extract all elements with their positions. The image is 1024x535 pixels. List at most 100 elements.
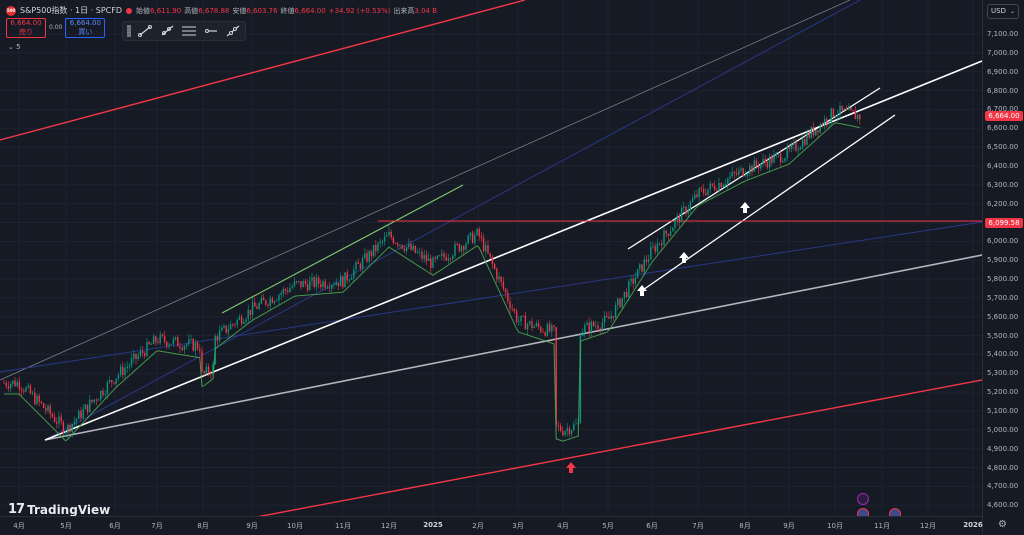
candle-body	[445, 256, 447, 261]
candle-body	[658, 243, 661, 245]
candle-body	[555, 327, 557, 426]
candle-body	[837, 114, 839, 117]
candle-body	[779, 153, 782, 163]
candle-body	[632, 278, 634, 284]
us-flag-event-icon[interactable]	[889, 508, 901, 516]
candle-body	[533, 326, 535, 328]
candle-body	[232, 324, 234, 325]
candle-body	[45, 408, 47, 411]
candle-body	[548, 324, 551, 332]
sell-price: 6,664.00	[10, 19, 42, 27]
candle-body	[828, 122, 830, 124]
candle-body	[119, 366, 122, 375]
candle-body	[64, 433, 67, 435]
candle-body	[273, 301, 276, 304]
candle-body	[221, 327, 223, 331]
candle-body	[441, 253, 443, 256]
candle-body	[348, 279, 351, 281]
candle-body	[463, 246, 465, 250]
candle-body	[247, 309, 249, 320]
candle-body	[130, 358, 133, 366]
time-tick-label: 4月	[557, 522, 569, 530]
price-chart[interactable]: 500 S&P500指数 · 1日 · SPCFD 始値6,611.90 高値6,…	[0, 0, 982, 516]
candle-body	[498, 276, 500, 280]
us-flag-event-icon[interactable]	[857, 508, 869, 516]
candle-body	[720, 182, 722, 188]
price-axis[interactable]: USD ⌄ 7,100.00 7,000.00 6,900.00 6,800.00 6,…	[982, 0, 1024, 534]
time-axis[interactable]: 4月 5月 6月 7月 8月 9月 10月 11月 12月 2025 2月 3月 4月 5月 6月 7月 8月 9…	[0, 516, 1007, 535]
candle-body	[826, 118, 828, 124]
candle-body	[738, 170, 740, 175]
candle-body	[742, 168, 744, 177]
horizontal-ray-tool-icon[interactable]	[203, 24, 219, 38]
candle-body	[793, 142, 795, 145]
indicators-toggle[interactable]: ⌄ 5	[8, 43, 21, 51]
candle-body	[49, 405, 51, 415]
candle-body	[804, 139, 806, 145]
candle-body	[705, 193, 707, 195]
candle-body	[207, 366, 210, 374]
event-lightning-icon[interactable]	[857, 493, 869, 505]
candle-body	[113, 382, 115, 384]
candle-body	[309, 280, 311, 291]
candle-body	[526, 324, 529, 330]
candle-body	[172, 338, 175, 344]
candle-body	[694, 194, 696, 199]
candle-body	[408, 243, 410, 247]
extended-line-tool-icon[interactable]	[225, 24, 241, 38]
trend-line-tool-icon[interactable]	[137, 24, 153, 38]
candle-body	[328, 287, 331, 289]
candle-body	[669, 231, 672, 236]
candle-body	[117, 374, 120, 379]
sell-button[interactable]: 6,664.00 売り	[6, 18, 46, 38]
settings-gear-icon[interactable]: ⚙	[998, 519, 1007, 530]
drag-handle-icon[interactable]	[127, 25, 131, 37]
price-tick-label: 5,100.00	[987, 407, 1019, 415]
candle-body	[467, 235, 469, 244]
candle-body	[174, 337, 177, 339]
candle-body	[95, 399, 98, 401]
currency-selector[interactable]: USD ⌄	[987, 4, 1019, 19]
time-tick-label: 5月	[60, 522, 72, 530]
candle-body	[128, 365, 131, 367]
ohlc-key: 始値	[136, 6, 151, 15]
tradingview-logo[interactable]: 17 TradingView	[8, 502, 110, 516]
candle-body	[27, 385, 29, 388]
candle-body	[634, 278, 637, 284]
price-tick-label: 6,000.00	[987, 237, 1019, 246]
candles	[3, 101, 861, 439]
candle-body	[9, 383, 12, 389]
ray-tool-icon[interactable]	[159, 24, 175, 38]
price-tick-label: 6,300.00	[987, 180, 1019, 189]
candle-body	[201, 350, 203, 372]
candle-body	[801, 139, 804, 148]
candle-body	[786, 147, 788, 158]
chart-canvas[interactable]	[0, 0, 982, 516]
symbol-title[interactable]: S&P500指数 · 1日 · SPCFD	[20, 6, 123, 15]
price-tick-label: 6,500.00	[987, 143, 1019, 152]
candle-body	[427, 258, 430, 262]
candle-body	[749, 165, 751, 174]
candle-body	[78, 410, 80, 419]
candle-body	[269, 298, 271, 306]
candle-body	[676, 215, 678, 221]
candle-body	[159, 334, 161, 344]
time-tick-label: 7月	[692, 522, 704, 530]
candle-body	[434, 257, 436, 259]
candle-body	[841, 105, 843, 111]
candle-body	[102, 390, 104, 396]
candle-body	[216, 336, 219, 341]
candle-body	[71, 423, 73, 433]
ohlc-value: 6,664.00	[294, 6, 326, 15]
candle-body	[291, 286, 293, 289]
candle-body	[324, 281, 326, 288]
candle-body	[229, 324, 232, 330]
candle-body	[619, 298, 621, 308]
time-tick-label: 7月	[151, 522, 163, 530]
buy-button[interactable]: 6,664.00 買い	[65, 18, 106, 38]
candle-body	[768, 156, 771, 168]
drawing-toolbar	[122, 21, 246, 41]
time-tick-label: 6月	[646, 522, 658, 530]
parallel-channel-tool-icon[interactable]	[181, 24, 197, 38]
candle-body	[361, 258, 364, 269]
